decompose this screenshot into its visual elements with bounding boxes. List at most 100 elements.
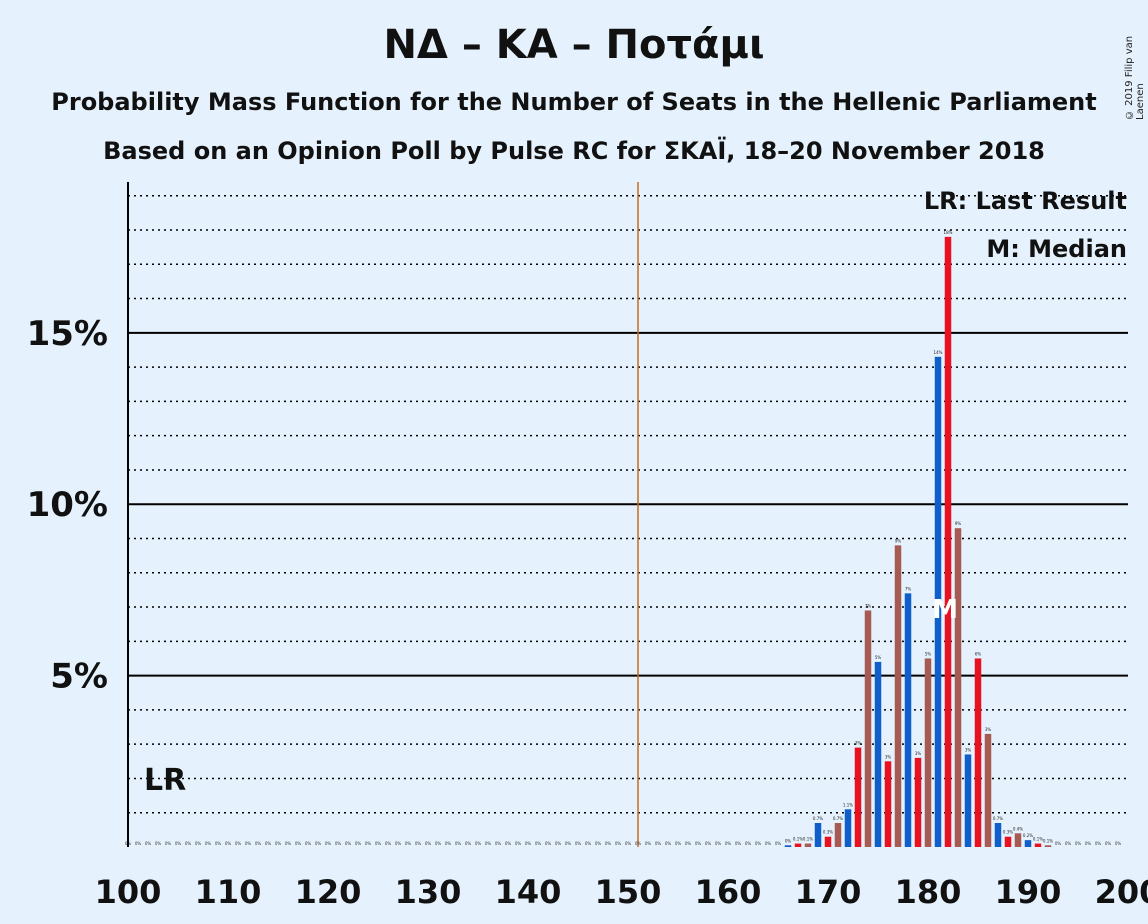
zero-label-seat-105: 0% [175, 841, 182, 846]
zero-label-seat-153: 0% [655, 841, 662, 846]
zero-label-seat-157: 0% [695, 841, 702, 846]
zero-label-seat-141: 0% [535, 841, 542, 846]
zero-label-seat-104: 0% [165, 841, 172, 846]
zero-label-seat-120: 0% [325, 841, 332, 846]
zero-label-seat-159: 0% [715, 841, 722, 846]
legend-last-result: LR: Last Result [924, 187, 1127, 215]
zero-label-seat-151: 0% [635, 841, 642, 846]
bar-seat-181 [934, 356, 942, 847]
zero-label-seat-195: 0% [1075, 841, 1082, 846]
zero-label-seat-161: 0% [735, 841, 742, 846]
zero-label-seat-124: 0% [365, 841, 372, 846]
zero-label-seat-142: 0% [545, 841, 552, 846]
data-label-seat-192: 0.1% [1043, 838, 1053, 843]
zero-label-seat-140: 0% [525, 841, 532, 846]
zero-label-seat-197: 0% [1095, 841, 1102, 846]
zero-label-seat-130: 0% [425, 841, 432, 846]
bar-seat-171 [834, 823, 842, 847]
data-label-seat-185: 6% [975, 651, 982, 656]
data-label-seat-168: 0.1% [803, 837, 813, 842]
x-tick-label: 140 [495, 873, 562, 911]
data-label-seat-169: 0.7% [813, 816, 823, 821]
bar-seat-174 [864, 610, 872, 847]
zero-label-seat-143: 0% [555, 841, 562, 846]
bar-seat-170 [824, 836, 832, 847]
bar-seat-184 [964, 754, 972, 847]
zero-label-seat-145: 0% [575, 841, 582, 846]
zero-label-seat-113: 0% [255, 841, 262, 846]
data-label-seat-172: 1.1% [843, 802, 853, 807]
zero-label-seat-198: 0% [1105, 841, 1112, 846]
chart-subtitle-2: Based on an Opinion Poll by Pulse RC for… [103, 137, 1045, 165]
bar-seat-179 [914, 757, 922, 847]
zero-label-seat-115: 0% [275, 841, 282, 846]
data-label-seat-188: 0.3% [1003, 830, 1013, 835]
bar-seat-192 [1044, 845, 1052, 847]
zero-label-seat-123: 0% [355, 841, 362, 846]
data-label-seat-167: 0.1% [793, 837, 803, 842]
zero-label-seat-122: 0% [345, 841, 352, 846]
x-tick-labels: 100 110 120 130 140 150 160 170 180 190 200 [95, 873, 1148, 911]
zero-label-seat-148: 0% [605, 841, 612, 846]
zero-label-seat-193: 0% [1055, 841, 1062, 846]
x-tick-label: 180 [895, 873, 962, 911]
x-tick-label: 200 [1095, 873, 1148, 911]
zero-label-seat-155: 0% [675, 841, 682, 846]
zero-label-seat-164: 0% [765, 841, 772, 846]
y-tick-label: 15% [27, 314, 108, 354]
zero-label-seat-194: 0% [1065, 841, 1072, 846]
zero-label-seat-165: 0% [775, 841, 782, 846]
zero-label-seat-132: 0% [445, 841, 452, 846]
x-tick-label: 190 [995, 873, 1062, 911]
data-label-seat-180: 5% [925, 651, 932, 656]
x-tick-label: 120 [295, 873, 362, 911]
zero-label-seat-116: 0% [285, 841, 292, 846]
zero-label-seat-109: 0% [215, 841, 222, 846]
bar-seat-183 [954, 528, 962, 847]
zero-label-seat-136: 0% [485, 841, 492, 846]
data-label-seat-189: 0.4% [1013, 826, 1023, 831]
y-tick-labels: 5% 10% 15% [27, 314, 108, 697]
data-label-seat-166: 0% [785, 838, 792, 843]
x-tick-label: 100 [95, 873, 162, 911]
zero-label-seat-126: 0% [385, 841, 392, 846]
zero-label-seat-146: 0% [585, 841, 592, 846]
median-marker: M [932, 595, 958, 625]
y-tick-label: 10% [27, 485, 108, 525]
bar-seat-168 [804, 843, 812, 847]
bar-seat-188 [1004, 836, 1012, 847]
bar-seat-180 [924, 658, 932, 847]
bar-seat-175 [874, 661, 882, 847]
bar-seat-172 [844, 809, 852, 847]
zero-label-seat-139: 0% [515, 841, 522, 846]
last-result-marker: LR [144, 763, 186, 798]
data-label-seat-177: 9% [895, 538, 902, 543]
zero-label-seat-112: 0% [245, 841, 252, 846]
zero-label-seat-163: 0% [755, 841, 762, 846]
data-label-seat-174: 7% [865, 603, 872, 608]
zero-value-labels: 0% 0% 0% 0% 0% 0% 0% 0% 0% 0% 0% 0% 0% 0% 0% 0% 0% 0% 0% 0%… [125, 841, 1122, 846]
bar-seat-173 [854, 747, 862, 847]
zero-label-seat-149: 0% [615, 841, 622, 846]
data-label-seat-181: 14% [934, 350, 943, 355]
zero-label-seat-137: 0% [495, 841, 502, 846]
data-label-seat-187: 0.7% [993, 816, 1003, 821]
x-tick-label: 160 [695, 873, 762, 911]
data-label-seat-175: 5% [875, 655, 882, 660]
data-label-seat-176: 3% [885, 754, 892, 759]
data-label-seat-191: 0.1% [1033, 837, 1043, 842]
data-label-seat-170: 0.3% [823, 830, 833, 835]
zero-label-seat-128: 0% [405, 841, 412, 846]
bars: 0% 0.1% 0.1%0.7%0.3%0.7%1.1%3%7%5%3%9%7%3%… [784, 230, 1053, 848]
data-label-seat-182: 18% [944, 230, 953, 235]
zero-label-seat-118: 0% [305, 841, 312, 846]
data-label-seat-190: 0.2% [1023, 833, 1033, 838]
data-label-seat-183: 9% [955, 521, 962, 526]
chart-title: ΝΔ – ΚΑ – Ποτάμι [383, 22, 765, 68]
legend-median: M: Median [986, 235, 1127, 263]
bar-seat-182 [944, 236, 952, 848]
bar-seat-189 [1014, 833, 1022, 847]
zero-label-seat-107: 0% [195, 841, 202, 846]
bar-seat-176 [884, 761, 892, 847]
